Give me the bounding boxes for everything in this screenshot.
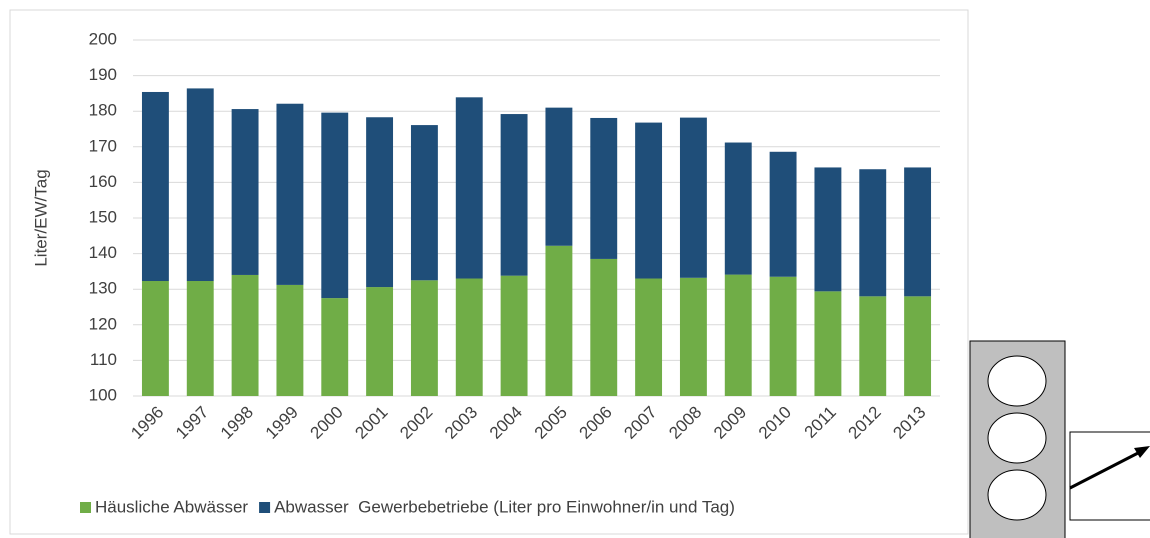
bar-segment: [635, 122, 663, 279]
y-tick-label: 100: [89, 385, 117, 404]
y-axis-label: Liter/EW/Tag: [31, 169, 50, 266]
bar-segment: [769, 151, 797, 277]
bar-segment: [500, 114, 528, 276]
y-tick-label: 130: [89, 279, 117, 298]
y-tick-label: 160: [89, 172, 117, 191]
bar-segment: [904, 296, 932, 396]
y-tick-label: 140: [89, 243, 117, 262]
y-tick-label: 200: [89, 29, 117, 48]
y-tick-label: 170: [89, 136, 117, 155]
bar-segment: [545, 245, 573, 396]
bar-segment: [276, 103, 304, 285]
bar-segment: [590, 117, 618, 259]
bar-segment: [231, 109, 259, 275]
bar-segment: [724, 274, 752, 396]
trend-box: [1069, 431, 1150, 521]
bar-segment: [410, 280, 438, 396]
bar-segment: [231, 274, 259, 396]
bar-segment: [859, 169, 887, 297]
bar-segment: [769, 276, 797, 396]
y-tick-label: 190: [89, 65, 117, 84]
legend-swatch: [259, 502, 271, 513]
bar-segment: [859, 296, 887, 396]
bar-segment: [724, 142, 752, 275]
bar-segment: [904, 167, 932, 297]
legend-label: Häusliche Abwässer: [95, 497, 248, 516]
bar-segment: [455, 97, 483, 279]
y-tick-label: 110: [90, 350, 117, 369]
traffic-light: [969, 340, 1066, 538]
bar-segment: [186, 281, 214, 396]
legend-swatch: [80, 502, 91, 513]
bar-segment: [500, 275, 528, 396]
bar-segment: [276, 284, 304, 396]
bar-segment: [321, 298, 349, 396]
y-tick-label: 180: [89, 101, 117, 120]
bar-segment: [814, 167, 842, 292]
bar-segment: [545, 107, 573, 246]
bar-segment: [366, 287, 394, 396]
bar-segment: [186, 88, 214, 282]
bar-segment: [814, 291, 842, 396]
legend-label: Abwasser Gewerbebetriebe (Liter pro Einw…: [274, 497, 735, 516]
y-tick-label: 120: [89, 314, 117, 333]
bar-segment: [679, 277, 707, 396]
bar-segment: [590, 258, 618, 396]
bar-segment: [141, 281, 169, 396]
bar-segment: [366, 117, 394, 288]
y-tick-label: 150: [89, 207, 117, 226]
bar-segment: [141, 91, 169, 282]
bar-segment: [321, 112, 349, 299]
bar-segment: [679, 117, 707, 278]
bar-segment: [635, 278, 663, 396]
bar-segment: [410, 125, 438, 281]
bar-segment: [455, 278, 483, 396]
chart-frame: [9, 9, 969, 535]
